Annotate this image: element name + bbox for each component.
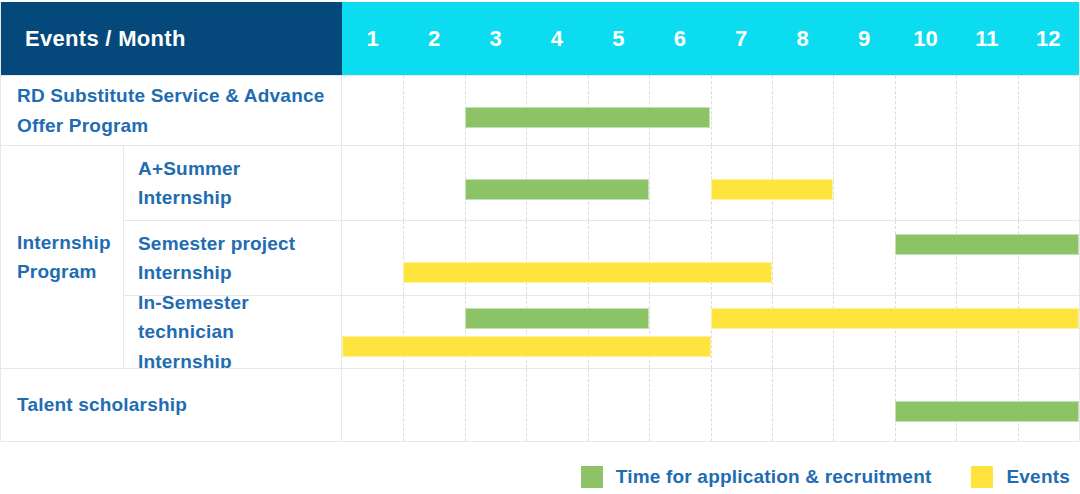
month-gridline [772,76,773,145]
gantt-bar-events [403,262,772,283]
month-label-7: 7 [711,26,772,52]
row-label-text: A+Summer Internship [138,154,333,213]
month-label-9: 9 [833,26,894,52]
month-gridline [833,296,834,368]
month-gridline [465,296,466,368]
month-gridline [403,296,404,368]
row-label-semester-project-internship: Semester project Internship [124,220,342,295]
row-label-in-semester-technician-internship: In-Semester technician Internship [124,295,342,368]
legend-item-application: Time for application & recruitment [581,466,932,488]
month-gridline [588,296,589,368]
month-gridline [772,369,773,441]
month-gridline [1018,76,1019,145]
month-gridline [403,369,404,441]
legend-item-events: Events [971,466,1070,488]
legend: Time for application & recruitment Event… [0,466,1080,488]
group-label-text: Internship Program [17,228,123,287]
gantt-row-talent-scholarship [342,368,1079,441]
month-label-2: 2 [403,26,464,52]
month-gridline [403,76,404,145]
month-gridline [588,369,589,441]
month-label-12: 12 [1018,26,1079,52]
legend-swatch-application-icon [581,466,603,488]
gantt-bar-application [895,401,1079,422]
month-gridline [833,76,834,145]
month-label-1: 1 [342,26,403,52]
month-gridline [833,221,834,295]
month-label-5: 5 [588,26,649,52]
row-label-text: Semester project Internship [138,229,333,288]
month-gridline [772,296,773,368]
gantt-row-in-semester-technician-internship [342,295,1079,368]
month-label-3: 3 [465,26,526,52]
row-label-text: In-Semester technician Internship [138,288,333,376]
month-gridline [649,369,650,441]
gantt-row-a-summer-internship [342,145,1079,220]
gantt-table: Events / Month 1 2 3 4 5 6 7 8 9 10 11 1… [0,2,1080,442]
month-gridline [833,146,834,220]
month-gridline [649,296,650,368]
month-gridline [1018,221,1019,295]
month-gridline [1018,296,1019,368]
row-label-text: RD Substitute Service & Advance Offer Pr… [17,81,331,140]
month-gridline [588,221,589,295]
gantt-bar-events [711,308,1080,329]
month-label-11: 11 [956,26,1017,52]
month-gridline [403,221,404,295]
month-gridline [956,296,957,368]
month-gridline [526,296,527,368]
month-label-6: 6 [649,26,710,52]
month-gridline [895,76,896,145]
month-gridline [711,221,712,295]
month-label-4: 4 [526,26,587,52]
month-gridline [895,221,896,295]
row-label-talent-scholarship: Talent scholarship [1,368,342,441]
row-label-a-summer-internship: A+Summer Internship [124,145,342,220]
row-label-rd-substitute: RD Substitute Service & Advance Offer Pr… [1,75,342,145]
month-gridline [403,146,404,220]
gantt-bar-application [465,107,711,128]
gantt-bar-application [895,234,1079,255]
month-gridline [833,369,834,441]
month-gridline [465,369,466,441]
month-gridline [956,146,957,220]
month-gridline [956,221,957,295]
legend-label-events: Events [1006,466,1070,488]
legend-label-application: Time for application & recruitment [616,466,932,488]
gantt-bar-events [342,336,711,357]
gantt-bar-application [465,179,649,200]
group-label-internship-program: Internship Program [1,145,124,368]
month-gridline [526,369,527,441]
month-gridline [956,76,957,145]
month-gridline [649,146,650,220]
month-gridline [711,296,712,368]
month-header-row: 1 2 3 4 5 6 7 8 9 10 11 12 [342,2,1079,75]
month-gridline [465,221,466,295]
row-label-text: Talent scholarship [17,390,187,419]
month-gridline [526,221,527,295]
gantt-bar-application [465,308,649,329]
gantt-row-semester-project-internship [342,220,1079,295]
month-gridline [1018,146,1019,220]
month-label-10: 10 [895,26,956,52]
month-gridline [711,76,712,145]
legend-swatch-events-icon [971,466,993,488]
month-gridline [772,221,773,295]
gantt-bar-events [711,179,834,200]
month-gridline [895,296,896,368]
month-gridline [895,146,896,220]
month-label-8: 8 [772,26,833,52]
gantt-row-rd-substitute [342,75,1079,145]
events-month-header: Events / Month [1,2,342,75]
month-gridline [711,369,712,441]
month-gridline [649,221,650,295]
